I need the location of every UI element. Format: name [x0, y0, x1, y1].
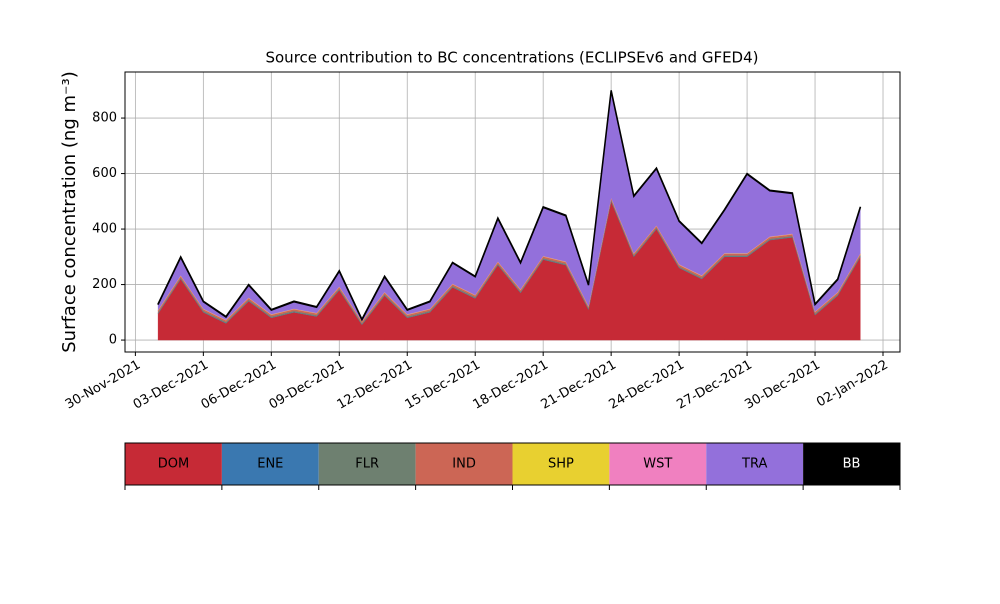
y-tick-label: 800	[92, 111, 117, 126]
legend-swatch	[318, 443, 416, 485]
legend-label: TRA	[741, 457, 767, 472]
legend-label: IND	[452, 457, 476, 472]
legend-swatch	[803, 443, 900, 485]
x-tick-label: 15-Dec-2021	[403, 358, 483, 413]
legend-label: BB	[843, 457, 861, 472]
legend-label: WST	[643, 457, 672, 472]
x-tick-label: 06-Dec-2021	[199, 358, 279, 413]
x-tick-label: 24-Dec-2021	[606, 358, 686, 413]
legend-swatch	[609, 443, 707, 485]
y-tick-label: 400	[92, 222, 117, 237]
area	[157, 90, 862, 322]
x-tick-label: 30-Dec-2021	[742, 358, 822, 413]
x-tick-label: 12-Dec-2021	[335, 358, 415, 413]
legend-swatch	[125, 443, 222, 485]
legend-swatch	[512, 443, 610, 485]
legend-swatch	[415, 443, 513, 485]
y-tick-label: 200	[92, 277, 117, 292]
x-tick-label: 09-Dec-2021	[267, 358, 347, 413]
x-tick-label: 21-Dec-2021	[539, 358, 619, 413]
legend-swatch	[221, 443, 319, 485]
x-tick-label: 02-Jan-2022	[814, 358, 891, 411]
x-tick-label: 30-Nov-2021	[63, 358, 143, 413]
legend-label: SHP	[548, 457, 574, 472]
legend-label: DOM	[158, 457, 189, 472]
x-tick-label: 27-Dec-2021	[674, 358, 754, 413]
legend-swatch	[706, 443, 804, 485]
y-tick-label: 0	[109, 333, 117, 348]
legend-label: FLR	[355, 457, 379, 472]
x-tick-label: 03-Dec-2021	[131, 358, 211, 413]
x-tick-label: 18-Dec-2021	[471, 358, 551, 413]
y-axis-label: Surface concentration (ng m⁻³)	[59, 71, 80, 353]
chart-title: Source contribution to BC concentrations…	[265, 49, 758, 67]
legend-label: ENE	[257, 457, 283, 472]
y-tick-label: 600	[92, 166, 117, 181]
plot-frame	[124, 71, 901, 353]
legend-frame	[124, 442, 901, 486]
